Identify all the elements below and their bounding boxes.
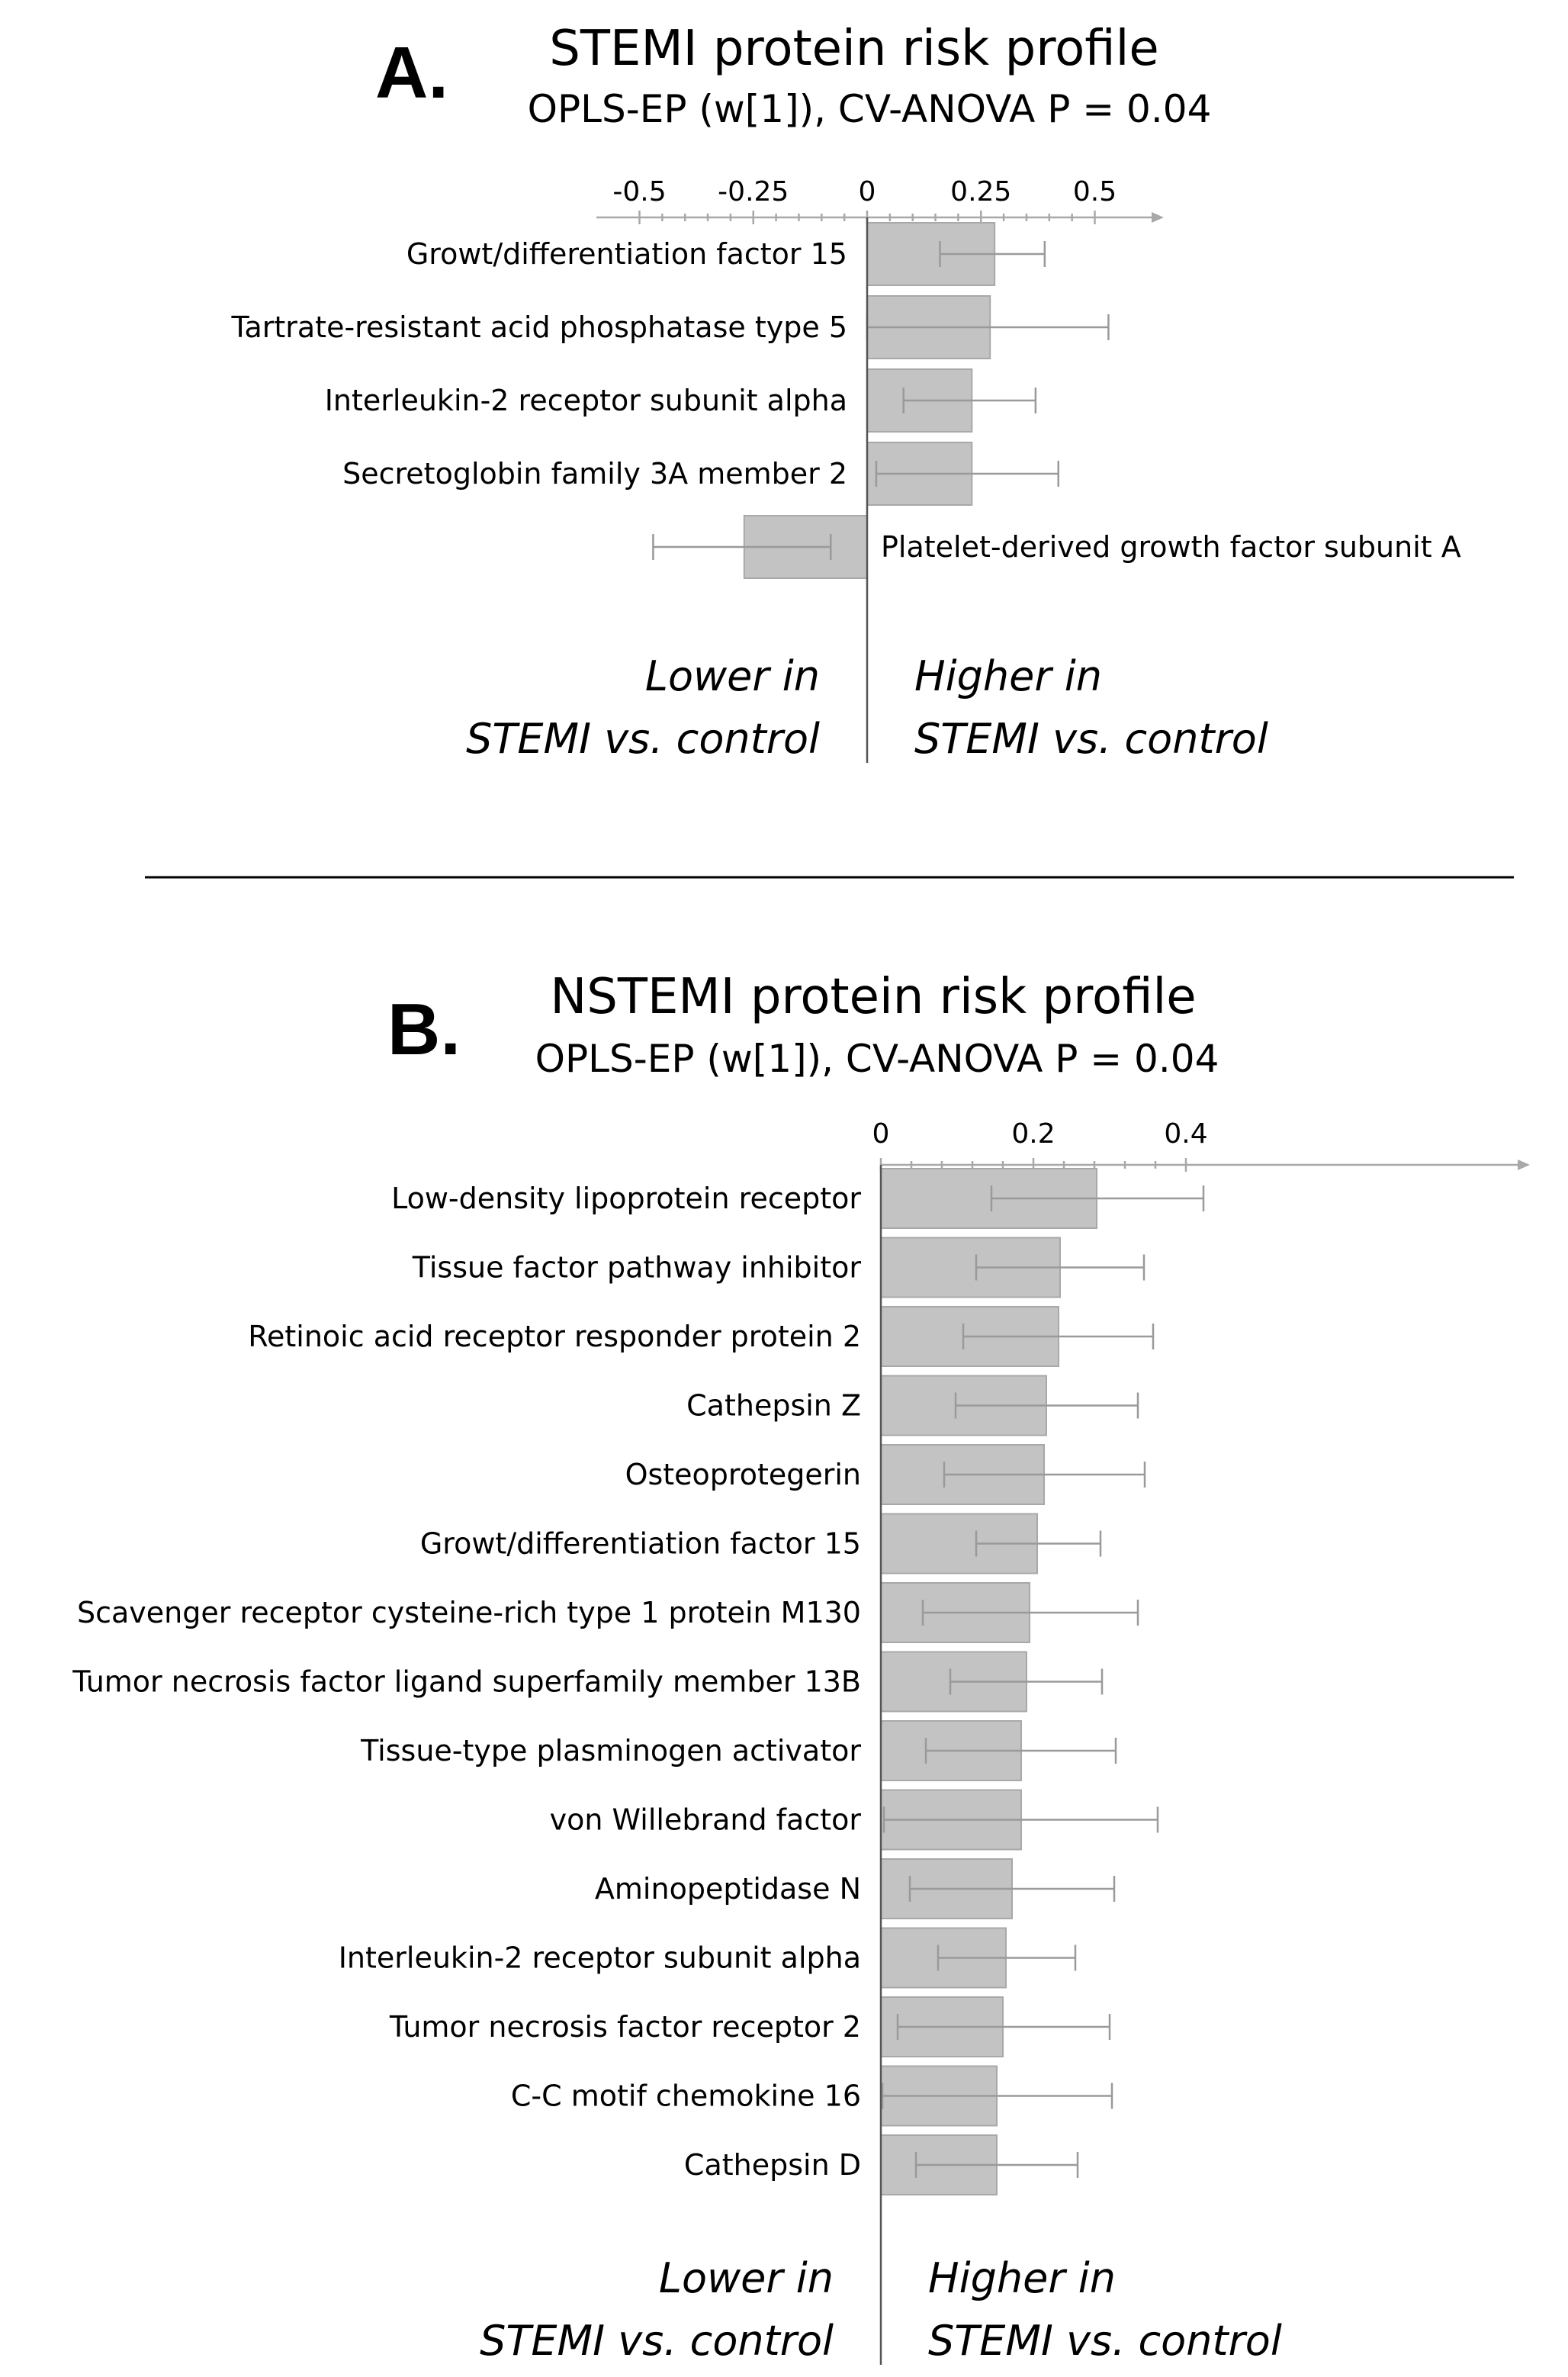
panel-a-category-label: Tartrate-resistant acid phosphatase type… bbox=[231, 310, 847, 344]
panel-b-category-label: Tumor necrosis factor ligand superfamily… bbox=[72, 1665, 861, 1699]
panel-a-title: STEMI protein risk profile bbox=[549, 21, 1158, 77]
panel-a-category-label: Secretoglobin family 3A member 2 bbox=[342, 457, 847, 491]
panel-a-plot: -0.5 -0.25 0 0.25 0.5 Growt/differentiation f… bbox=[231, 176, 1461, 763]
panel-a-x-tick-label: 0.25 bbox=[950, 176, 1011, 207]
panel-a-x-tick-label: -0.5 bbox=[612, 176, 666, 207]
panel-b-x-tick-label: 0.2 bbox=[1011, 1118, 1055, 1150]
panel-b-x-axis-arrow bbox=[1518, 1160, 1530, 1170]
panel-b-subtitle: OPLS-EP (w[1]), CV-ANOVA P = 0.04 bbox=[535, 1037, 1219, 1081]
panel-b-category-label: Retinoic acid receptor responder protein… bbox=[248, 1320, 861, 1353]
panel-a-x-tick-label: 0.5 bbox=[1073, 176, 1117, 207]
panel-a-annotation-left-2: STEMI vs. control bbox=[466, 715, 820, 763]
panel-b-category-label: Tumor necrosis factor receptor 2 bbox=[389, 2010, 861, 2044]
panel-a-category-label: Platelet-derived growth factor subunit A bbox=[881, 530, 1461, 564]
panel-b-category-label: Cathepsin Z bbox=[686, 1389, 861, 1423]
panel-b-category-label: Tissue factor pathway inhibitor bbox=[412, 1251, 862, 1285]
panel-b-annotation-left-2: STEMI vs. control bbox=[480, 2317, 834, 2365]
panel-b-category-label: Osteoprotegerin bbox=[625, 1458, 861, 1491]
panel-a-category-label: Interleukin-2 receptor subunit alpha bbox=[325, 384, 847, 417]
panel-a-x-tick-label: 0 bbox=[859, 176, 876, 207]
panel-b-letter: B. bbox=[387, 989, 461, 1070]
panel-b-category-label: Aminopeptidase N bbox=[595, 1872, 861, 1906]
panel-b-annotation-right-1: Higher in bbox=[928, 2254, 1116, 2302]
panel-b-x-tick-label: 0.4 bbox=[1164, 1118, 1207, 1150]
panel-b-category-label: C-C motif chemokine 16 bbox=[511, 2079, 861, 2113]
panel-b-annotation-left-1: Lower in bbox=[659, 2254, 834, 2302]
panel-a-annotation-right-1: Higher in bbox=[914, 652, 1102, 700]
panel-b-category-label: Growt/differentiation factor 15 bbox=[420, 1527, 861, 1561]
panel-b-plot: 0 0.2 0.4 Low-density lipoprotein receptor T… bbox=[72, 1118, 1530, 2365]
panel-a-subtitle: OPLS-EP (w[1]), CV-ANOVA P = 0.04 bbox=[528, 87, 1212, 131]
panel-b-title: NSTEMI protein risk profile bbox=[550, 969, 1196, 1025]
panel-a-category-label: Growt/differentiation factor 15 bbox=[406, 237, 847, 271]
panel-a-letter: A. bbox=[375, 32, 448, 114]
panel-a-x-tick-label: -0.25 bbox=[718, 176, 789, 207]
panel-b-category-label: Low-density lipoprotein receptor bbox=[391, 1182, 861, 1215]
panel-b-category-label: Cathepsin D bbox=[684, 2148, 861, 2182]
panel-a-annotation-right-2: STEMI vs. control bbox=[914, 715, 1268, 763]
panel-a-x-axis-arrow bbox=[1152, 212, 1164, 223]
panel-b-category-label: Tissue-type plasminogen activator bbox=[360, 1734, 861, 1767]
panel-a-annotation-left-1: Lower in bbox=[645, 652, 820, 700]
panel-b-category-label: von Willebrand factor bbox=[550, 1803, 862, 1837]
panel-b-x-tick-label: 0 bbox=[872, 1118, 890, 1150]
panel-b-annotation-right-2: STEMI vs. control bbox=[928, 2317, 1282, 2365]
panel-b-category-label: Scavenger receptor cysteine-rich type 1 … bbox=[77, 1596, 861, 1629]
panel-b-category-label: Interleukin-2 receptor subunit alpha bbox=[339, 1941, 861, 1975]
